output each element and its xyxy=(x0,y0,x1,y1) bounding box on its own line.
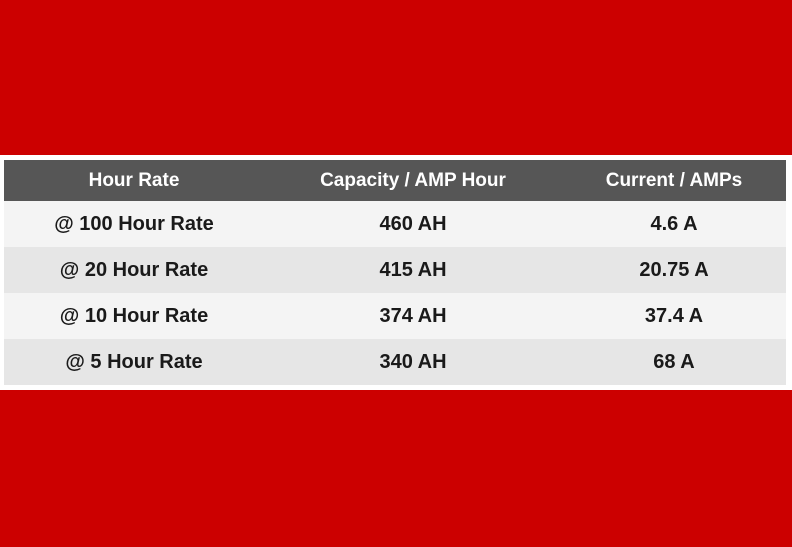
cell-capacity: 460 AH xyxy=(264,201,562,247)
cell-current: 68 A xyxy=(562,339,786,385)
table-header-row: Hour Rate Capacity / AMP Hour Current / … xyxy=(4,160,786,201)
cell-capacity: 415 AH xyxy=(264,247,562,293)
cell-current: 20.75 A xyxy=(562,247,786,293)
cell-hour-rate: @ 5 Hour Rate xyxy=(4,339,264,385)
cell-hour-rate: @ 100 Hour Rate xyxy=(4,201,264,247)
cell-hour-rate: @ 10 Hour Rate xyxy=(4,293,264,339)
cell-capacity: 374 AH xyxy=(264,293,562,339)
table-row: @ 5 Hour Rate 340 AH 68 A xyxy=(4,339,786,385)
cell-capacity: 340 AH xyxy=(264,339,562,385)
table-row: @ 100 Hour Rate 460 AH 4.6 A xyxy=(4,201,786,247)
bottom-red-band xyxy=(0,390,792,547)
battery-rate-table-container: Hour Rate Capacity / AMP Hour Current / … xyxy=(4,160,786,385)
battery-rate-table: Hour Rate Capacity / AMP Hour Current / … xyxy=(4,160,786,385)
header-current: Current / AMPs xyxy=(562,160,786,201)
cell-current: 37.4 A xyxy=(562,293,786,339)
cell-hour-rate: @ 20 Hour Rate xyxy=(4,247,264,293)
header-hour-rate: Hour Rate xyxy=(4,160,264,201)
header-capacity: Capacity / AMP Hour xyxy=(264,160,562,201)
cell-current: 4.6 A xyxy=(562,201,786,247)
table-row: @ 10 Hour Rate 374 AH 37.4 A xyxy=(4,293,786,339)
table-row: @ 20 Hour Rate 415 AH 20.75 A xyxy=(4,247,786,293)
top-red-band xyxy=(0,0,792,155)
